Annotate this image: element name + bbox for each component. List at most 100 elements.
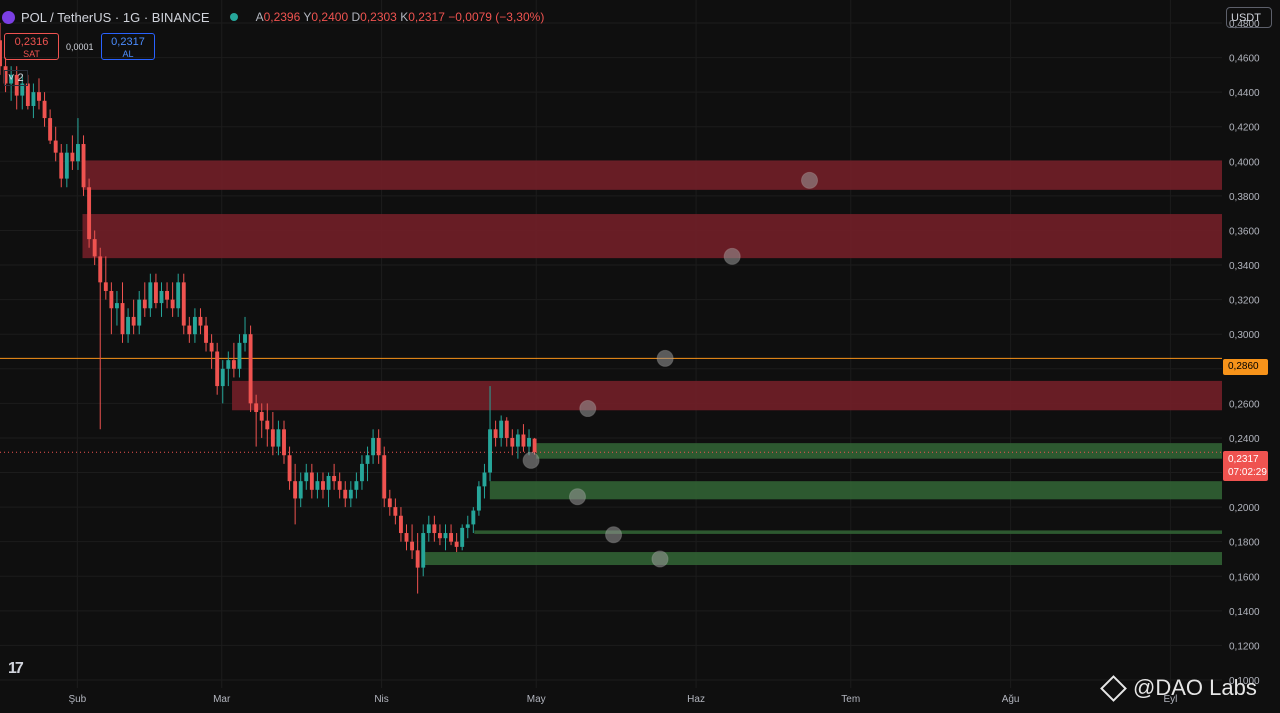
candle-body	[304, 472, 309, 482]
resistance-zone	[232, 380, 1222, 411]
candle-body	[332, 475, 337, 482]
candle-body	[476, 486, 481, 511]
candle-body	[421, 533, 426, 568]
y-tick-label: 0,3000	[1229, 330, 1260, 341]
candle-body	[165, 290, 170, 300]
resistance-zone	[82, 160, 1222, 190]
candle-body	[282, 429, 286, 456]
candle-body	[237, 342, 242, 369]
x-tick-label: Şub	[68, 694, 86, 705]
candle-body	[343, 489, 348, 499]
candle-body	[293, 481, 298, 499]
tradingview-logo[interactable]: 17	[8, 660, 24, 677]
candle-body	[259, 412, 264, 421]
candle-body	[371, 437, 376, 456]
candle-body	[37, 92, 41, 101]
candle-body	[159, 290, 164, 304]
symbol-title[interactable]: POL / TetherUS · 1G · BINANCE	[21, 9, 210, 25]
buy-label: AL	[122, 49, 134, 59]
candle-body	[70, 152, 75, 162]
candle-body	[148, 282, 153, 309]
watermark: @DAO Labs	[1100, 674, 1257, 702]
candle-body	[510, 437, 515, 447]
level-line-tag: 0,2860	[1223, 359, 1268, 375]
x-tick-label: Ağu	[1002, 694, 1020, 705]
bar-countdown: 07:02:29	[1228, 467, 1267, 478]
candle-body	[0, 40, 2, 67]
support-zone	[536, 443, 1222, 459]
candle-body	[532, 438, 537, 453]
sell-button[interactable]: 0,2316 SAT	[4, 33, 59, 60]
marker-circle	[656, 349, 674, 367]
candle-body	[287, 455, 292, 482]
candle-body	[315, 481, 320, 490]
candle-body	[348, 489, 353, 499]
spread-value: 0,0001	[66, 42, 94, 52]
candle-body	[337, 481, 342, 490]
y-tick-label: 0,1400	[1229, 607, 1260, 618]
y-tick-label: 0,1600	[1229, 572, 1260, 583]
candle-body	[360, 463, 364, 482]
candle-body	[465, 524, 470, 528]
ohlc-values: A0,2396 Y0,2400 D0,2303 K0,2317 −0,0079 …	[255, 10, 545, 24]
market-open-icon	[229, 13, 238, 21]
candle-body	[226, 360, 231, 369]
candle-body	[387, 498, 392, 508]
candle-body	[521, 434, 526, 447]
candle-body	[81, 144, 86, 188]
candle-body	[404, 533, 409, 542]
buy-button[interactable]: 0,2317 AL	[101, 33, 155, 60]
currency-unit-button[interactable]: USDT	[1226, 7, 1272, 28]
candle-body	[92, 239, 97, 257]
candle-body	[326, 475, 331, 490]
y-tick-label: 0,3400	[1229, 261, 1260, 272]
candle-body	[437, 533, 442, 539]
candle-body	[482, 472, 487, 487]
candle-body	[76, 144, 80, 162]
candle-body	[9, 74, 14, 84]
candle-body	[198, 316, 203, 326]
y-tick-label: 0,4800	[1229, 19, 1260, 30]
y-tick-label: 0,3800	[1229, 192, 1260, 203]
candle-body	[153, 282, 158, 304]
candle-body	[426, 524, 431, 534]
marker-circle	[651, 550, 669, 568]
candle-body	[131, 316, 136, 326]
candle-body	[354, 481, 359, 490]
candle-body	[393, 507, 398, 516]
candle-body	[270, 429, 275, 447]
buy-price: 0,2317	[111, 36, 145, 48]
candle-body	[231, 360, 236, 369]
candle-body	[248, 334, 253, 404]
candle-body	[454, 541, 459, 547]
candle-body	[192, 316, 197, 335]
candle-body	[103, 282, 108, 291]
candle-body	[120, 303, 125, 335]
candle-body	[48, 118, 53, 141]
candle-body	[114, 303, 119, 309]
candle-body	[64, 152, 69, 179]
candle-body	[215, 351, 220, 387]
candle-body	[254, 403, 259, 413]
indicator-toggle[interactable]: ˅ 2	[4, 70, 28, 86]
candle-body	[432, 524, 437, 534]
x-tick-label: Eyl	[1163, 694, 1177, 705]
candle-body	[471, 510, 476, 525]
candle-body	[209, 342, 214, 352]
candle-body	[443, 533, 448, 539]
x-tick-label: Tem	[841, 694, 860, 705]
x-tick-label: Nis	[374, 694, 388, 705]
y-tick-label: 0,1000	[1229, 676, 1260, 687]
y-tick-label: 0,2000	[1229, 503, 1260, 514]
candle-body	[499, 420, 504, 438]
marker-circle	[522, 451, 540, 469]
candle-body	[298, 481, 303, 499]
candle-body	[176, 282, 181, 309]
y-tick-label: 0,3200	[1229, 296, 1260, 307]
sell-price: 0,2316	[14, 36, 49, 48]
candle-body	[126, 316, 131, 335]
x-tick-label: Haz	[687, 694, 705, 705]
candle-body	[31, 92, 36, 106]
candle-body	[59, 152, 64, 179]
